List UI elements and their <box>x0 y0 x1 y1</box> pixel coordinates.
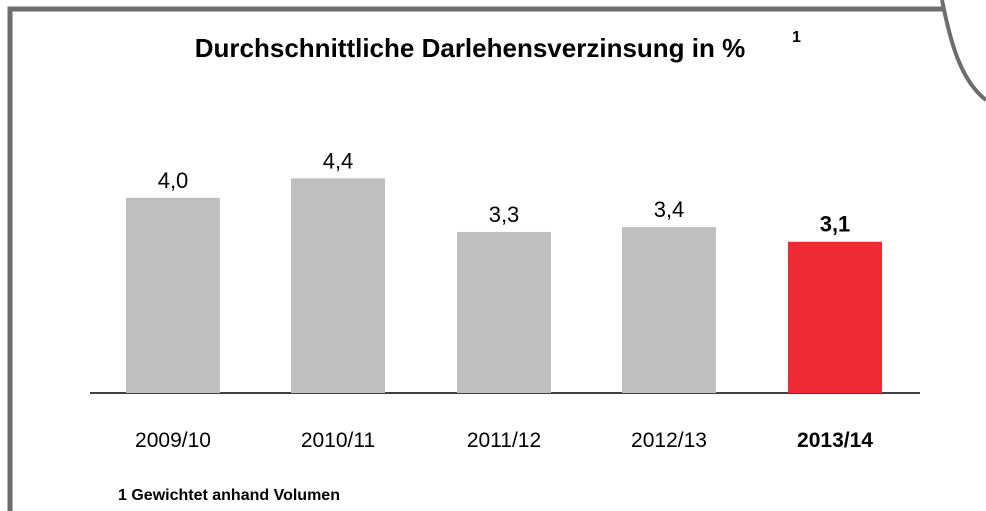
x-tick-label: 2011/12 <box>467 429 541 452</box>
frame <box>7 6 945 511</box>
bar <box>788 241 882 393</box>
value-label: 3,1 <box>820 212 851 237</box>
chart-title: Durchschnittliche Darlehensverzinsung in… <box>195 33 745 63</box>
value-label: 4,0 <box>158 168 189 193</box>
bar <box>291 178 385 393</box>
value-label: 3,4 <box>654 197 685 222</box>
x-tick-label: 2009/10 <box>135 429 211 452</box>
bar <box>126 197 220 393</box>
x-tick-label: 2013/14 <box>797 429 873 452</box>
x-tick-label: 2012/13 <box>631 429 707 452</box>
title-superscript: 1 <box>792 29 801 46</box>
footnote: 1 Gewichtet anhand Volumen <box>118 487 340 504</box>
value-label: 4,4 <box>323 148 354 173</box>
x-tick-label: 2010/11 <box>301 429 375 452</box>
bar <box>457 231 551 393</box>
bar <box>622 227 716 393</box>
frame-curve <box>940 0 986 102</box>
value-label: 3,3 <box>489 202 520 227</box>
